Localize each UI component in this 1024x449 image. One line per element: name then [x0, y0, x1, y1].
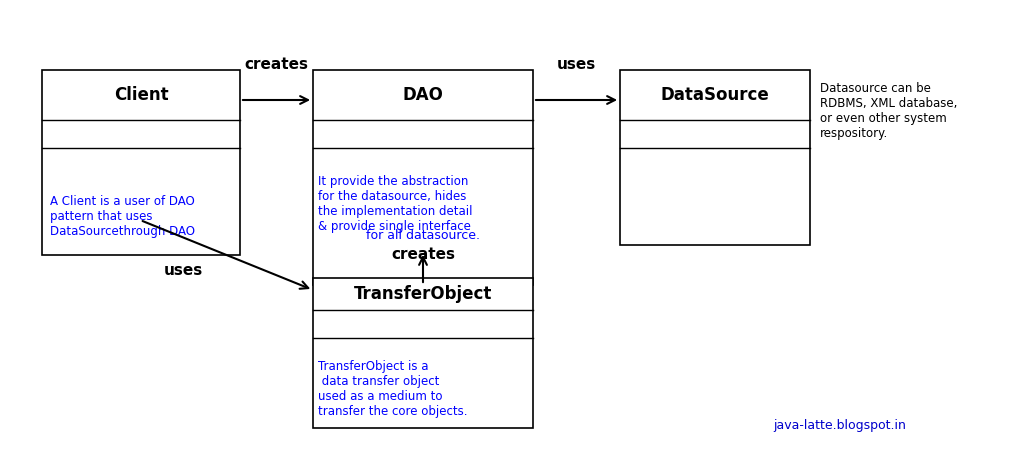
Text: creates: creates [244, 57, 308, 72]
Text: DataSource: DataSource [660, 86, 769, 104]
Bar [620, 70, 810, 245]
Bar [42, 70, 240, 255]
Text: for all datasource.: for all datasource. [366, 229, 480, 242]
Text: TransferObject is a
 data transfer object
used as a medium to
transfer the core : TransferObject is a data transfer object… [318, 360, 468, 418]
Text: creates: creates [391, 247, 455, 262]
Text: java-latte.blogspot.in: java-latte.blogspot.in [773, 419, 906, 432]
Text: Datasource can be
RDBMS, XML database,
or even other system
respository.: Datasource can be RDBMS, XML database, o… [820, 82, 957, 140]
Bar [313, 70, 534, 285]
Text: It provide the abstraction
for the datasource, hides
the implementation detail
&: It provide the abstraction for the datas… [318, 175, 472, 233]
Text: uses: uses [164, 263, 203, 278]
Text: Client: Client [114, 86, 168, 104]
Text: uses: uses [556, 57, 596, 72]
Text: A Client is a user of DAO
pattern that uses
DataSourcethrough DAO: A Client is a user of DAO pattern that u… [50, 195, 195, 238]
Text: TransferObject: TransferObject [354, 285, 493, 303]
Text: DAO: DAO [402, 86, 443, 104]
Bar [313, 278, 534, 428]
